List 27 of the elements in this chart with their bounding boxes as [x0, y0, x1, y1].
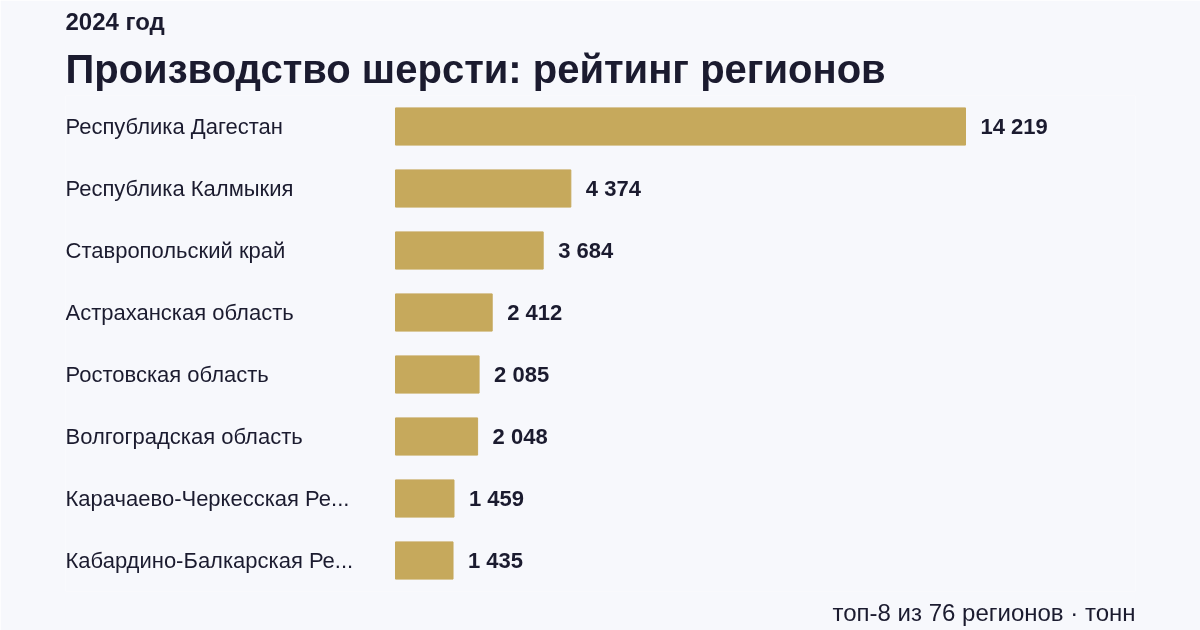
y-tick-label: Ставропольский край [65, 238, 286, 263]
text: 2024 год [65, 7, 165, 35]
y-tick-label: Ростовская область [65, 362, 269, 387]
data-label: 2 412 [507, 300, 563, 325]
data-label: 3 684 [558, 238, 614, 263]
bar [395, 417, 479, 456]
bar [395, 355, 480, 394]
y-tick-label: Волгоградская область [65, 424, 303, 449]
chart-title: Производство шерсти: рейтинг регионов [65, 46, 886, 91]
data-label: 2 085 [494, 362, 550, 387]
y-tick-label: Республика Дагестан [65, 114, 283, 139]
text: топ-8 из 76 регионов · тонн [832, 598, 1136, 626]
bar [395, 169, 572, 208]
bar [395, 293, 493, 332]
data-label: 1 459 [468, 486, 525, 511]
bar [395, 541, 454, 580]
y-tick-label: Кабардино-Балкарская Ре... [65, 548, 354, 573]
bar [395, 231, 544, 270]
bar [395, 479, 455, 518]
bar [395, 107, 966, 146]
y-tick-label: Карачаево-Черкесская Ре... [65, 486, 350, 511]
data-label: 14 219 [980, 114, 1048, 139]
data-label: 1 435 [468, 548, 524, 573]
y-tick-label: Астраханская область [65, 300, 294, 325]
data-label: 4 374 [585, 176, 642, 201]
y-tick-label: Республика Калмыкия [65, 176, 294, 201]
data-label: 2 048 [492, 424, 548, 449]
